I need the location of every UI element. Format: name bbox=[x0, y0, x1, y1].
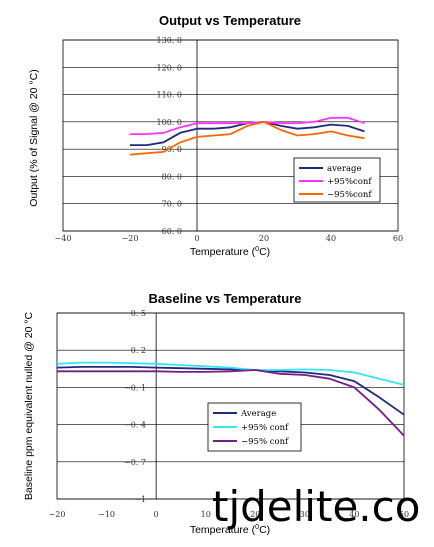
series-line-0 bbox=[56, 365, 405, 416]
baseline-chart: Baseline vs Temperature −1 −0. 7 −0. 4 −0. … bbox=[23, 291, 409, 536]
gridlines bbox=[63, 39, 398, 232]
x-tick-label: 0 bbox=[194, 234, 199, 243]
chart-title: Baseline vs Temperature bbox=[149, 291, 302, 306]
y-tick-label: 70. 0 bbox=[162, 200, 182, 209]
x-tick-label: 40 bbox=[326, 234, 336, 243]
x-tick-label: 50 bbox=[399, 510, 409, 519]
y-tick-label: 0. 2 bbox=[131, 346, 146, 355]
legend-label: Average bbox=[240, 409, 276, 419]
legend: Average +95% conf −95% conf bbox=[207, 402, 302, 452]
x-tick-labels: −40 −20 0 20 40 60 bbox=[55, 234, 404, 243]
y-tick-label: 100. 0 bbox=[157, 118, 182, 127]
y-axis-label: Output (% of Signal @ 20 °C) bbox=[28, 69, 40, 206]
x-axis-label: Temperature (0C) bbox=[190, 524, 270, 536]
x-tick-label: −10 bbox=[98, 510, 115, 519]
y-tick-labels: −1 −0. 7 −0. 4 −0. 1 0. 2 0. 5 bbox=[124, 309, 146, 504]
x-tick-label: 20 bbox=[250, 510, 260, 519]
x-tick-label: 60 bbox=[393, 234, 403, 243]
x-tick-label: −20 bbox=[122, 234, 139, 243]
chart-title: Output vs Temperature bbox=[159, 13, 301, 28]
y-tick-label: 110. 0 bbox=[157, 91, 182, 100]
legend-label: −95% conf bbox=[241, 437, 289, 447]
x-tick-label: 0 bbox=[154, 510, 159, 519]
legend: average +95%conf −95%conf bbox=[293, 157, 381, 203]
legend-label: −95%conf bbox=[327, 190, 372, 200]
x-tick-label: 20 bbox=[259, 234, 269, 243]
output-chart: Output vs Temperature 60. 0 70. 0 80. 0 90.… bbox=[28, 13, 403, 258]
series-line-1 bbox=[56, 361, 405, 386]
y-tick-label: 130. 0 bbox=[157, 36, 182, 45]
series-line-2 bbox=[129, 121, 365, 156]
x-tick-label: 10 bbox=[201, 510, 211, 519]
x-tick-label: 30 bbox=[300, 510, 310, 519]
y-tick-label: −0. 4 bbox=[124, 421, 146, 430]
series-lines bbox=[56, 361, 405, 437]
legend-label: average bbox=[327, 164, 362, 174]
series-lines bbox=[129, 116, 365, 156]
y-tick-label: −0. 1 bbox=[124, 383, 146, 392]
legend-label: +95%conf bbox=[327, 177, 372, 187]
x-axis-label: Temperature (0C) bbox=[190, 246, 270, 258]
legend-label: +95% conf bbox=[241, 423, 289, 433]
y-tick-label: 0. 5 bbox=[131, 309, 146, 318]
series-line-2 bbox=[57, 369, 405, 437]
watermark-text: tjdelite.co bbox=[212, 482, 420, 531]
y-tick-label: 60. 0 bbox=[162, 227, 182, 236]
x-tick-label: −40 bbox=[55, 234, 72, 243]
x-tick-labels: −20 −10 0 10 20 30 40 50 bbox=[49, 510, 410, 519]
y-axis-label: Baseline ppm equivalent nulled @ 20 °C bbox=[23, 311, 35, 500]
x-tick-label: 40 bbox=[349, 510, 359, 519]
y-tick-label: 90. 0 bbox=[162, 145, 182, 154]
y-tick-label: 80. 0 bbox=[162, 172, 182, 181]
y-tick-label: 120. 0 bbox=[157, 63, 182, 72]
y-tick-labels: 60. 0 70. 0 80. 0 90. 0 100. 0 110. 0 120. 0 13… bbox=[157, 36, 182, 236]
x-tick-label: −20 bbox=[49, 510, 66, 519]
y-tick-label: −0. 7 bbox=[124, 458, 146, 467]
series-line-1 bbox=[130, 116, 365, 136]
y-tick-label: −1 bbox=[134, 495, 146, 504]
